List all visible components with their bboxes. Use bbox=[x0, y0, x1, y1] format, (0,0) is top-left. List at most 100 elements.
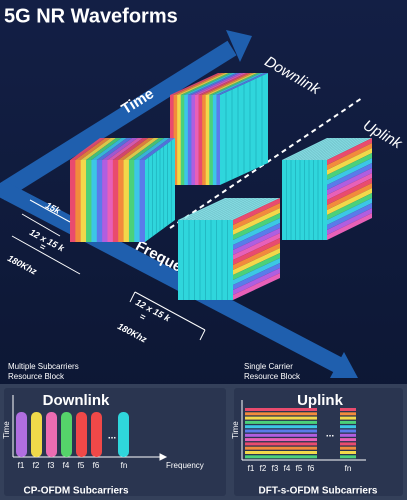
block-stripe bbox=[233, 198, 280, 225]
block-stripe bbox=[128, 160, 135, 242]
time-arrow bbox=[226, 30, 252, 62]
block-stripe bbox=[327, 178, 372, 205]
block-top bbox=[181, 198, 233, 220]
block-top bbox=[291, 138, 340, 160]
symbol-row bbox=[340, 416, 356, 420]
block-top bbox=[229, 198, 280, 220]
block-stripe bbox=[233, 243, 280, 270]
subcarrier-label: f4 bbox=[284, 464, 291, 473]
block-top bbox=[197, 198, 249, 220]
block-top bbox=[285, 138, 334, 160]
caption-line: Single Carrier bbox=[244, 362, 293, 371]
block-top bbox=[112, 138, 149, 160]
symbol-row bbox=[245, 455, 317, 459]
block-top bbox=[191, 73, 243, 95]
block-top bbox=[304, 138, 353, 160]
block-top bbox=[80, 138, 117, 160]
block-top bbox=[189, 198, 241, 220]
block-top bbox=[187, 73, 240, 95]
frequency-arrow bbox=[330, 352, 358, 378]
title: 5G NR Waveforms bbox=[4, 5, 178, 27]
panel-caption: DFT-s-OFDM Subcarriers bbox=[259, 486, 378, 497]
caption-line: Resource Block bbox=[8, 372, 65, 381]
block-stripe bbox=[80, 160, 87, 242]
block-top bbox=[209, 73, 261, 95]
block-top bbox=[107, 138, 143, 160]
block-stripe bbox=[112, 160, 119, 242]
symbol-row bbox=[245, 438, 317, 442]
block-stripe bbox=[184, 95, 189, 185]
block-stripe bbox=[216, 95, 221, 185]
bandwidth-line: = bbox=[38, 241, 48, 253]
block-stripe bbox=[233, 253, 280, 280]
block-top bbox=[282, 138, 331, 160]
subcarrier-label: f5 bbox=[78, 461, 85, 470]
subcarrier-label: f2 bbox=[33, 461, 40, 470]
block-stripe bbox=[70, 160, 76, 242]
block-stripe bbox=[327, 153, 372, 180]
block-top bbox=[209, 198, 261, 220]
block-top bbox=[128, 138, 165, 160]
block-stripe bbox=[96, 160, 103, 242]
subcarrier-label: f5 bbox=[296, 464, 303, 473]
block-top bbox=[123, 138, 159, 160]
symbol-row bbox=[340, 420, 356, 424]
symbol-row bbox=[340, 412, 356, 416]
block-top bbox=[96, 138, 133, 160]
block-stripe bbox=[123, 160, 130, 242]
symbol-row bbox=[340, 438, 356, 442]
divider bbox=[169, 97, 363, 229]
block-stripe bbox=[233, 233, 280, 260]
block-top bbox=[195, 73, 247, 95]
block-top bbox=[323, 138, 372, 160]
block-top bbox=[288, 138, 337, 160]
block-top bbox=[216, 73, 268, 95]
symbol-row bbox=[340, 451, 356, 454]
block-stripe bbox=[233, 273, 280, 300]
block-stripe bbox=[198, 95, 203, 185]
symbol-row bbox=[245, 446, 317, 450]
symbol-row bbox=[340, 408, 356, 411]
block-top bbox=[217, 198, 269, 220]
block-stripe bbox=[212, 95, 217, 185]
symbol-row bbox=[340, 446, 356, 450]
block-stripe bbox=[233, 228, 280, 255]
block-top bbox=[193, 198, 245, 220]
ellipsis: ... bbox=[326, 429, 335, 440]
subcarrier-label: f1 bbox=[248, 464, 255, 473]
block-stripe bbox=[327, 138, 372, 165]
block-stripe bbox=[327, 148, 372, 175]
symbol-row bbox=[340, 433, 356, 437]
symbol-row bbox=[245, 412, 317, 416]
subcarrier-label: f1 bbox=[18, 461, 25, 470]
subcarrier-bar bbox=[91, 412, 102, 457]
block-stripe bbox=[327, 143, 372, 170]
panel-title: Downlink bbox=[43, 392, 110, 409]
block-top bbox=[294, 138, 344, 160]
block-top bbox=[310, 138, 360, 160]
subcarrier-bar bbox=[31, 412, 42, 457]
block-top bbox=[213, 198, 265, 220]
block-stripe bbox=[102, 160, 108, 242]
block-top bbox=[307, 138, 356, 160]
caption-line: Resource Block bbox=[244, 372, 301, 381]
symbol-row bbox=[245, 433, 317, 437]
subcarrier-label: f2 bbox=[260, 464, 267, 473]
block-stripe bbox=[91, 160, 98, 242]
panel-content: f1 f2 f3 f4 f5 f6... fn f1 f2 f3 f4 f5 f6... fn bbox=[16, 408, 356, 473]
block-stripe bbox=[86, 160, 92, 242]
block-stripe bbox=[233, 218, 280, 245]
block-top bbox=[301, 138, 350, 160]
ellipsis: ... bbox=[108, 431, 117, 442]
block-stripe bbox=[327, 183, 372, 210]
bandwidth-line: = bbox=[138, 311, 148, 323]
subcarrier-label: f6 bbox=[308, 464, 315, 473]
block-top bbox=[317, 138, 366, 160]
subcarrier-bar bbox=[16, 412, 27, 457]
block-top bbox=[178, 198, 229, 220]
block-stripe bbox=[209, 95, 214, 185]
symbol-row bbox=[245, 408, 317, 411]
block-top bbox=[225, 198, 277, 220]
symbol-row bbox=[245, 425, 317, 429]
